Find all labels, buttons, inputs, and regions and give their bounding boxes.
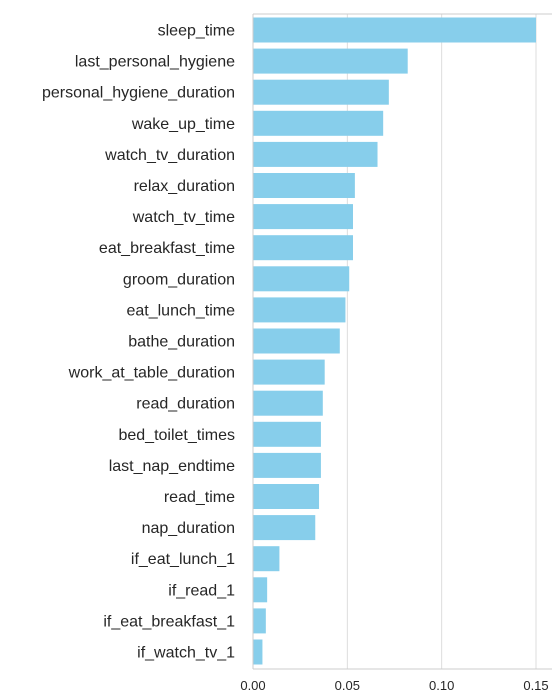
bar-eat-lunch-time <box>253 297 346 323</box>
y-tick-label: relax_duration <box>134 178 235 195</box>
bar-watch-tv-duration <box>253 141 378 167</box>
x-tick-label: 0.05 <box>335 678 360 693</box>
bar-if-eat-lunch-1 <box>253 546 280 572</box>
bars <box>253 17 536 665</box>
bar-bed-toilet-times <box>253 421 321 447</box>
bar-watch-tv-time <box>253 204 353 230</box>
y-tick-label: groom_duration <box>123 271 235 288</box>
y-tick-label: last_nap_endtime <box>109 458 235 475</box>
bar-relax-duration <box>253 173 355 198</box>
plot-frame <box>252 13 552 670</box>
x-tick-label: 0.15 <box>523 678 548 693</box>
bar-read-time <box>253 484 320 509</box>
y-tick-label: if_read_1 <box>168 582 235 599</box>
y-tick-label: watch_tv_duration <box>104 147 235 164</box>
bar-if-watch-tv-1 <box>253 639 263 665</box>
y-tick-label: eat_breakfast_time <box>99 240 235 257</box>
bar-if-eat-breakfast-1 <box>253 608 266 634</box>
bar-last-personal-hygiene <box>253 48 408 74</box>
y-tick-label: watch_tv_time <box>132 209 235 226</box>
y-tick-label: read_duration <box>136 396 235 413</box>
y-tick-label: if_eat_breakfast_1 <box>103 613 235 630</box>
bar-eat-breakfast-time <box>253 235 353 261</box>
bar-nap-duration <box>253 515 316 541</box>
y-tick-label: if_watch_tv_1 <box>137 645 235 662</box>
bar-wake-up-time <box>253 110 384 136</box>
y-tick-label: read_time <box>164 489 235 506</box>
y-tick-label: personal_hygiene_duration <box>42 85 235 102</box>
y-tick-label: eat_lunch_time <box>126 302 235 319</box>
y-tick-labels: sleep_time last_personal_hygiene personal_… <box>42 23 235 662</box>
y-tick-label: work_at_table_duration <box>68 365 235 382</box>
y-tick-label: bed_toilet_times <box>118 427 235 444</box>
y-tick-label: bathe_duration <box>128 334 235 351</box>
bar-read-duration <box>253 390 323 416</box>
y-tick-label: sleep_time <box>158 23 235 40</box>
x-tick-label: 0.00 <box>240 678 265 693</box>
y-tick-label: wake_up_time <box>131 116 235 133</box>
bar-bathe-duration <box>253 328 340 354</box>
bar-personal-hygiene-duration <box>253 79 389 105</box>
y-tick-label: last_personal_hygiene <box>75 54 235 71</box>
x-tick-label: 0.10 <box>429 678 454 693</box>
x-tick-labels: 0.00 0.05 0.10 0.15 <box>240 678 548 693</box>
bar-sleep-time <box>253 17 536 43</box>
bar-groom-duration <box>253 266 350 292</box>
bar-work-at-table-duration <box>253 359 325 385</box>
bar-last-nap-endtime <box>253 452 321 478</box>
y-tick-label: if_eat_lunch_1 <box>131 551 235 568</box>
y-tick-label: nap_duration <box>142 520 235 537</box>
bar-if-read-1 <box>253 577 268 603</box>
